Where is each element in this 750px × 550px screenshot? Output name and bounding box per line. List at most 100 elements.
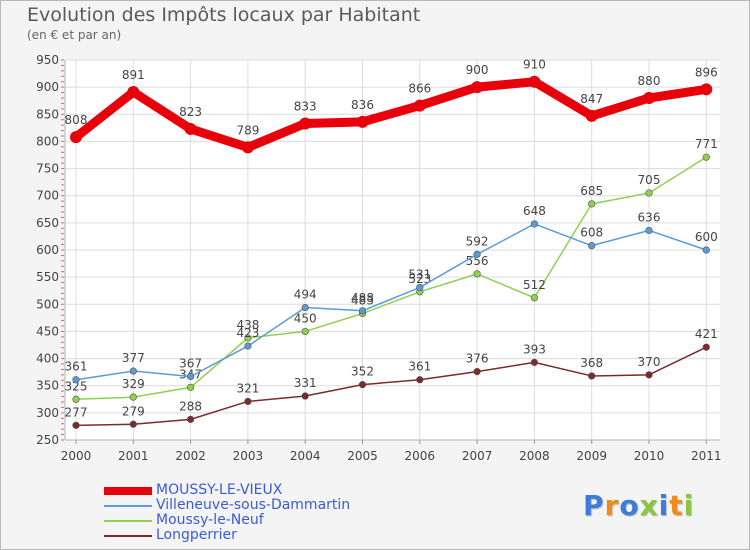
x-tick-label: 2001	[118, 449, 149, 463]
y-tick-label: 800	[36, 134, 59, 148]
data-point	[358, 381, 367, 389]
data-point	[702, 246, 710, 254]
data-point	[72, 421, 80, 429]
data-label: 376	[466, 352, 489, 366]
data-point	[299, 117, 312, 130]
logo-letter: i	[683, 489, 695, 522]
data-point	[129, 367, 137, 375]
y-tick-label: 700	[36, 189, 59, 203]
data-point	[702, 153, 710, 161]
y-tick-label: 500	[36, 297, 59, 311]
data-point	[72, 376, 80, 384]
data-point	[187, 415, 195, 423]
legend-swatch	[104, 520, 152, 522]
legend-label: Longperrier	[156, 527, 237, 543]
data-label: 866	[408, 82, 431, 96]
data-label: 321	[236, 381, 259, 395]
data-label: 361	[65, 360, 88, 374]
data-point	[473, 368, 481, 376]
legend-label: MOUSSY-LE-VIEUX	[156, 482, 283, 498]
x-tick-label: 2006	[405, 449, 436, 463]
data-label: 823	[179, 105, 202, 119]
data-point	[129, 420, 137, 428]
data-point	[588, 372, 596, 380]
data-point	[645, 371, 653, 379]
data-point	[473, 270, 481, 278]
data-point	[301, 392, 309, 400]
data-label: 279	[122, 404, 145, 418]
series-1: 361 377 367 423 494 488 531 592 648 608 636 600	[65, 204, 718, 384]
data-label: 523	[408, 272, 431, 286]
data-point	[528, 75, 541, 88]
x-tick-label: 2008	[519, 449, 550, 463]
data-point	[244, 397, 252, 406]
data-point	[184, 122, 197, 135]
y-tick-label: 650	[36, 216, 59, 230]
data-point	[416, 376, 424, 384]
data-label: 685	[580, 184, 603, 198]
series-line	[75, 223, 708, 381]
data-label: 608	[580, 226, 603, 240]
series-2: 325329347438450483523556512685705771	[65, 137, 718, 403]
data-label: 325	[65, 379, 88, 393]
data-label: 789	[236, 123, 259, 137]
data-label: 512	[523, 278, 546, 292]
data-point	[645, 226, 653, 235]
y-tick-label: 600	[36, 243, 59, 257]
data-label: 367	[179, 356, 202, 370]
x-tick-label: 2007	[462, 449, 493, 463]
data-label: 277	[65, 405, 88, 419]
chart-subtitle: (en € et par an)	[27, 28, 122, 42]
y-tick-label: 450	[36, 324, 59, 338]
data-label: 592	[466, 234, 489, 248]
data-label: 896	[695, 65, 718, 79]
x-tick-label: 2010	[634, 449, 665, 463]
legend-swatch	[104, 535, 152, 537]
data-label: 880	[638, 74, 661, 88]
data-label: 370	[638, 355, 661, 369]
data-label: 833	[294, 100, 317, 114]
data-point	[588, 200, 596, 208]
data-label: 600	[695, 230, 718, 244]
y-tick-label: 350	[36, 379, 59, 393]
series-0: 808 891 823 789 833 836 866 900 910 847 880 896	[65, 58, 718, 154]
data-point	[473, 250, 481, 258]
data-point	[127, 86, 140, 99]
legend-swatch	[104, 505, 152, 507]
data-point	[643, 92, 655, 104]
data-point	[301, 303, 309, 312]
data-label: 836	[351, 98, 374, 112]
data-label: 331	[294, 376, 317, 390]
data-point	[700, 83, 713, 96]
data-point	[301, 327, 309, 336]
y-tick-label: 550	[36, 270, 59, 284]
data-point	[241, 141, 254, 154]
legend-label: Villeneuve-sous-Dammartin	[156, 497, 351, 513]
data-label: 891	[122, 68, 145, 82]
legend-label: Moussy-le-Neuf	[156, 512, 264, 528]
data-point	[244, 334, 252, 342]
data-point	[530, 358, 539, 366]
y-tick-label: 850	[36, 107, 59, 121]
logo-letter: t	[669, 489, 684, 522]
x-tick-label: 2011	[691, 449, 722, 463]
data-label: 900	[466, 63, 489, 77]
data-point	[413, 99, 426, 112]
data-label: 450	[294, 311, 317, 325]
data-point	[129, 393, 137, 401]
proxiti-logo: Proxiti	[583, 489, 694, 522]
logo-letter: P	[583, 489, 605, 522]
data-label: 910	[523, 58, 546, 72]
data-point	[72, 395, 80, 403]
logo-letter: i	[658, 489, 670, 522]
x-tick-label: 2002	[175, 449, 206, 463]
data-point	[585, 109, 598, 122]
data-point	[702, 343, 710, 351]
data-label: 494	[294, 288, 317, 302]
legend-swatch	[104, 487, 152, 495]
logo-letter: r	[604, 489, 620, 522]
data-point	[187, 372, 195, 381]
series-line	[75, 156, 708, 401]
y-tick-label: 300	[36, 406, 59, 420]
